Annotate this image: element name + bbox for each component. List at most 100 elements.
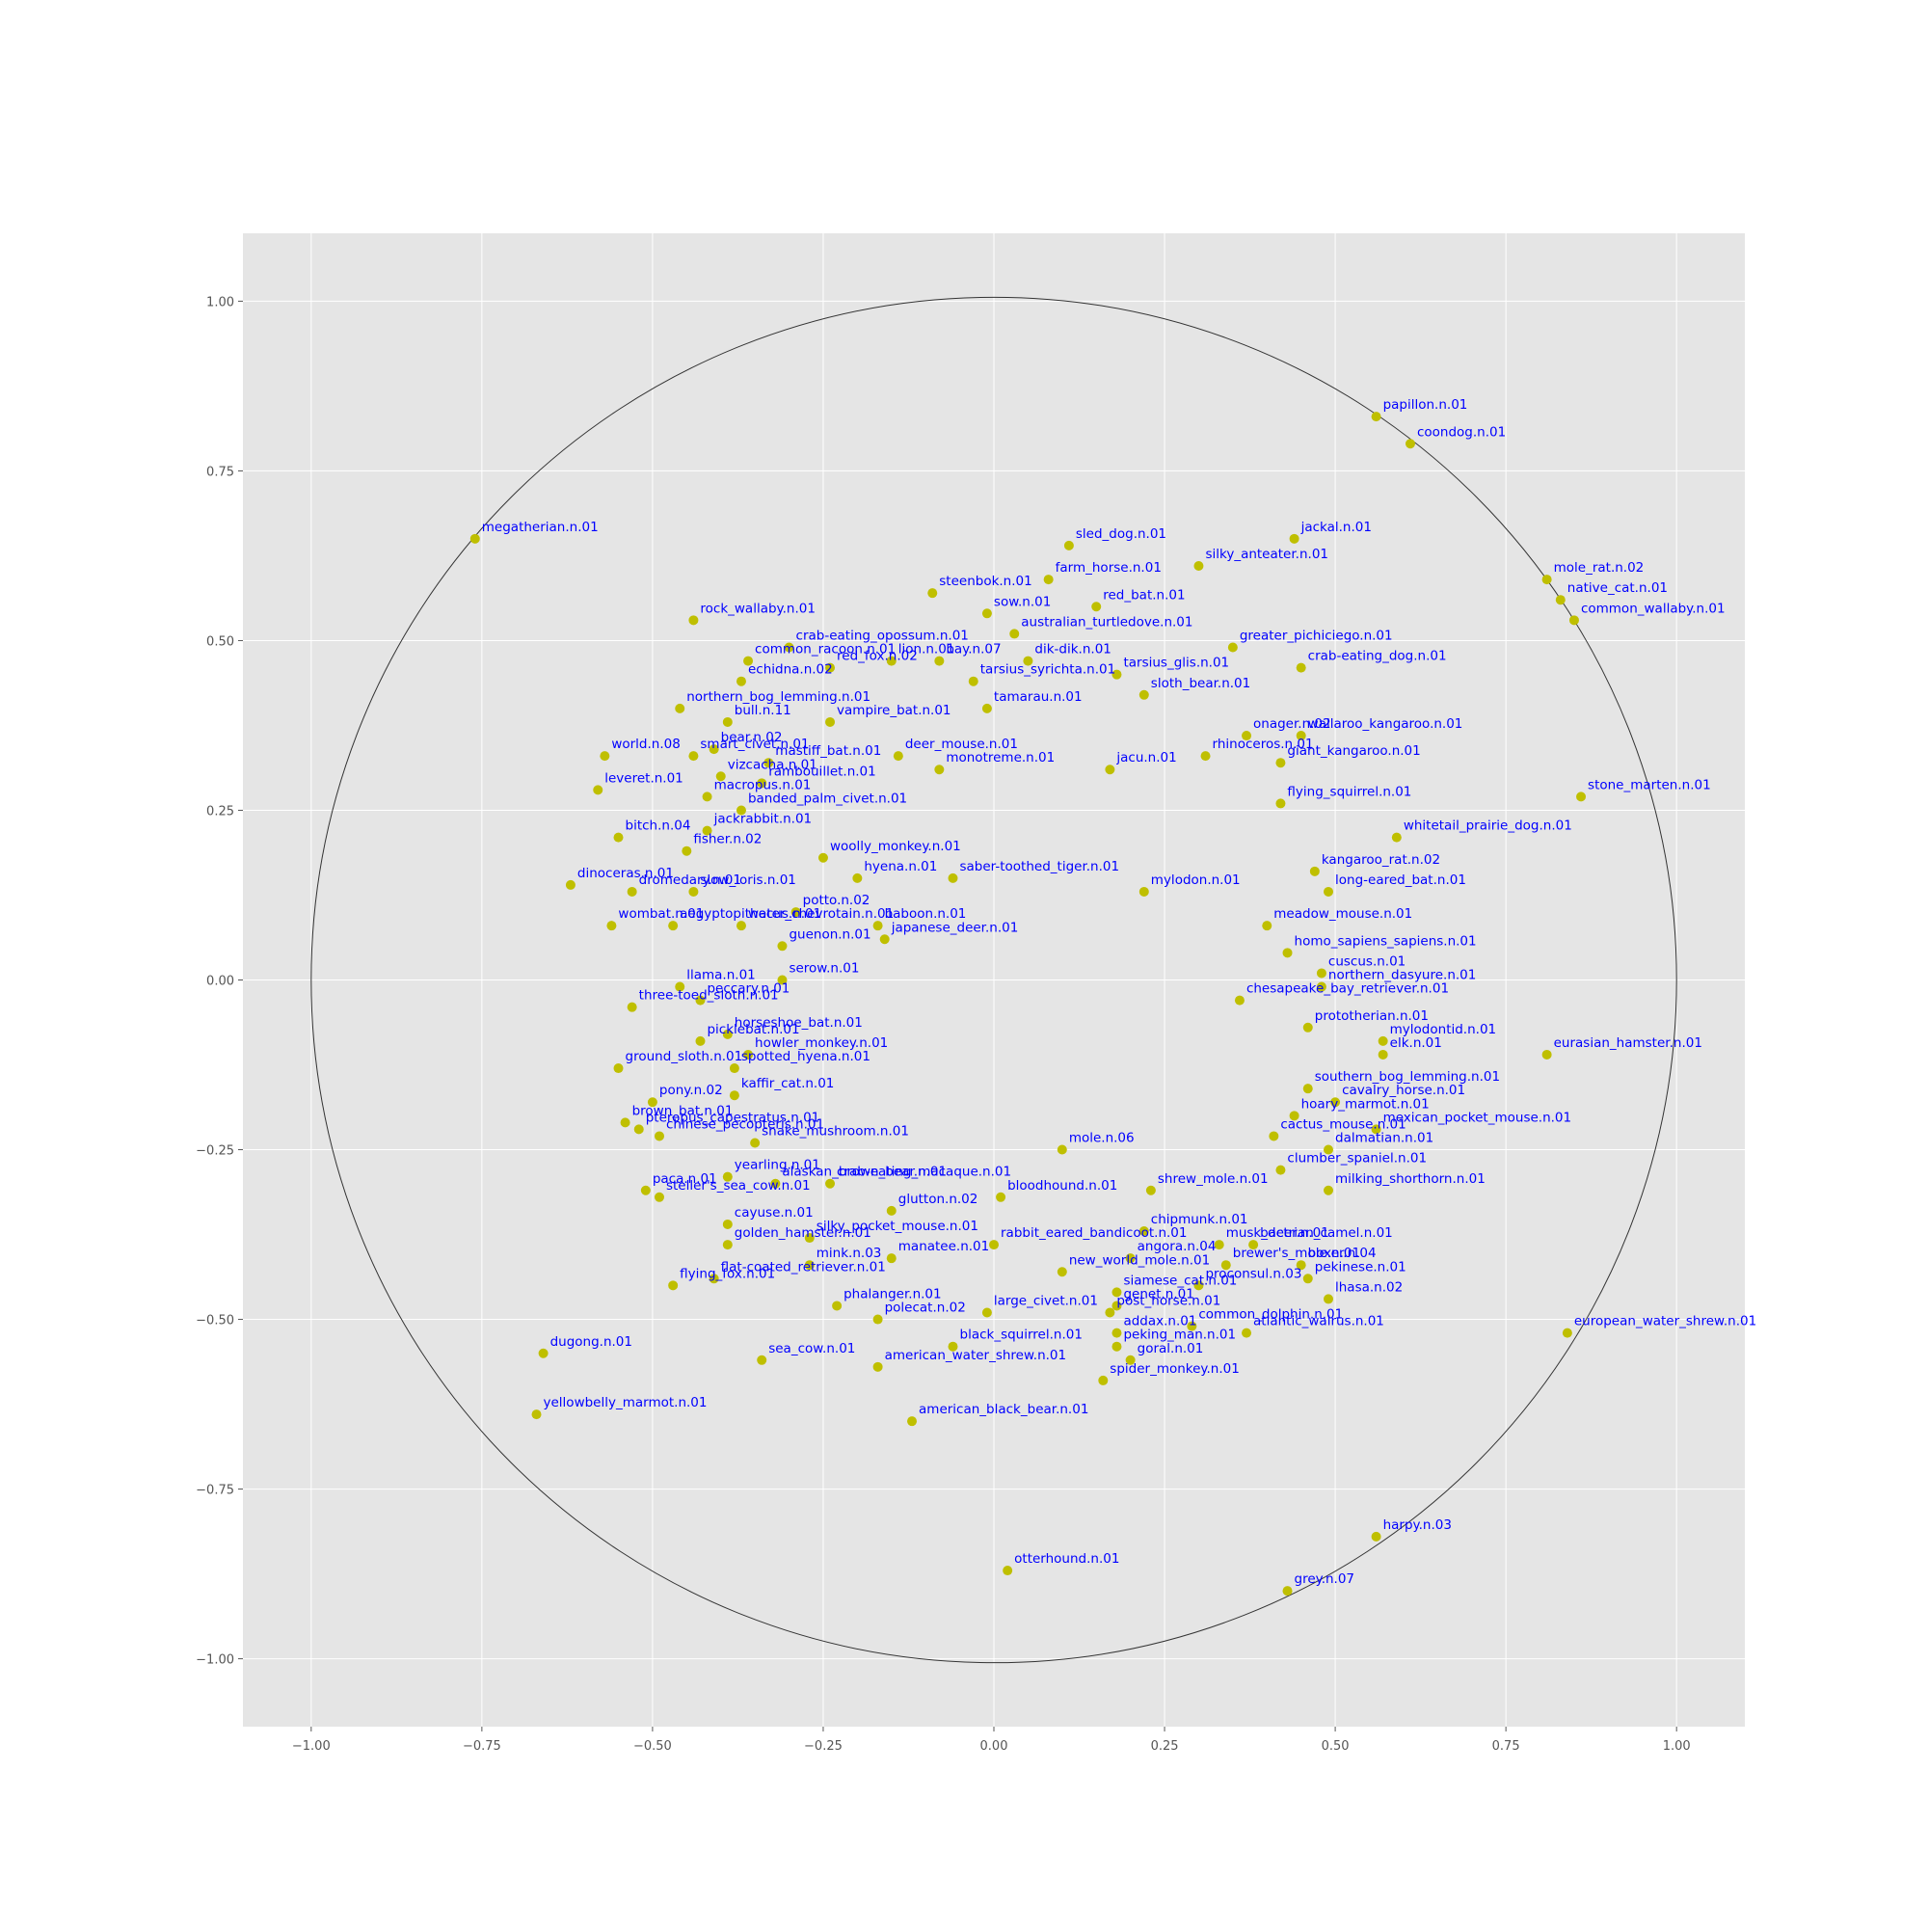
point-label-73: three-toed_sloth.n.01 (639, 988, 779, 1004)
point-126 (1193, 1280, 1204, 1291)
point-78 (722, 1029, 733, 1039)
point-104 (640, 1185, 651, 1195)
point-label-27: northern_bog_lemming.n.01 (686, 689, 870, 705)
y-tick-label-8: 1.00 (206, 295, 234, 309)
point-label-94: pteropus_capestratus.n.01 (646, 1110, 820, 1125)
point-label-108: milking_shorthorn.n.01 (1335, 1171, 1486, 1187)
point-84 (1541, 1049, 1552, 1060)
point-0 (1371, 412, 1381, 422)
unit-circle (310, 296, 1677, 1664)
point-label-79: picklebat.n.01 (707, 1022, 799, 1037)
point-38 (1200, 751, 1211, 762)
point-55 (948, 872, 958, 883)
point-label-109: cayuse.n.01 (735, 1205, 814, 1221)
point-100 (1275, 1165, 1286, 1175)
point-29 (825, 716, 836, 727)
point-label-121: mink.n.03 (817, 1246, 882, 1261)
point-label-37: deer_mouse.n.01 (905, 737, 1018, 752)
point-label-70: homo_sapiens_sapiens.n.01 (1295, 933, 1477, 949)
point-34 (709, 744, 719, 755)
point-146 (531, 1409, 542, 1420)
point-98 (1269, 1131, 1279, 1141)
point-label-17: crab-eating_dog.n.01 (1308, 649, 1447, 664)
point-label-126: proconsul.n.03 (1205, 1266, 1301, 1281)
point-label-44: monotreme.n.01 (946, 750, 1055, 765)
point-59 (1138, 886, 1149, 897)
point-10 (1043, 575, 1054, 585)
point-89 (1330, 1097, 1341, 1108)
point-label-100: clumber_spaniel.n.01 (1287, 1151, 1427, 1167)
point-131 (872, 1314, 883, 1325)
point-83 (1378, 1049, 1388, 1060)
point-145 (907, 1416, 918, 1427)
point-115 (1248, 1240, 1259, 1250)
y-tick-label-5: 0.25 (206, 804, 234, 818)
point-26 (1138, 689, 1149, 700)
point-17 (1296, 662, 1306, 673)
point-130 (832, 1301, 843, 1311)
point-86 (729, 1063, 739, 1074)
point-label-84: eurasian_hamster.n.01 (1554, 1035, 1702, 1051)
point-32 (1296, 731, 1306, 741)
point-77 (1234, 995, 1245, 1006)
point-70 (1282, 948, 1293, 958)
point-82 (1378, 1035, 1388, 1046)
data-points (469, 412, 1587, 1597)
point-81 (1302, 1022, 1313, 1033)
point-label-107: shrew_mole.n.01 (1158, 1171, 1269, 1187)
point-68 (879, 934, 890, 945)
point-80 (743, 1049, 754, 1060)
point-label-47: flying_squirrel.n.01 (1287, 784, 1411, 799)
point-101 (722, 1171, 733, 1182)
y-tick-label-0: −1.00 (196, 1653, 234, 1668)
point-label-10: farm_horse.n.01 (1056, 560, 1162, 576)
point-label-25: tarsius_syrichta.n.01 (980, 662, 1115, 678)
grid-lines (243, 233, 1745, 1727)
point-19 (1111, 669, 1122, 680)
point-label-146: yellowbelly_marmot.n.01 (544, 1395, 708, 1410)
point-label-45: jacu.n.01 (1115, 750, 1176, 765)
point-label-13: rock_wallaby.n.01 (700, 601, 816, 616)
point-label-149: grey.n.07 (1295, 1571, 1355, 1587)
point-label-83: elk.n.01 (1390, 1035, 1442, 1051)
point-142 (872, 1361, 883, 1372)
point-66 (777, 941, 788, 952)
point-label-75: cuscus.n.01 (1328, 953, 1406, 969)
point-label-51: fisher.n.02 (693, 832, 762, 847)
point-label-42: rambouillet.n.01 (768, 764, 876, 779)
point-label-54: hyena.n.01 (864, 859, 937, 874)
point-label-3: sled_dog.n.01 (1076, 526, 1166, 542)
point-labels: papillon.n.01 coondog.n.01 megatherian.n.0… (482, 397, 1756, 1587)
point-label-102: alaskan_brown_bear.n.01 (782, 1165, 947, 1180)
point-label-113: chipmunk.n.01 (1151, 1212, 1248, 1227)
point-label-96: snake_mushroom.n.01 (762, 1123, 909, 1139)
point-18 (934, 656, 945, 666)
point-57 (627, 886, 637, 897)
point-51 (682, 845, 692, 856)
point-123 (1057, 1267, 1067, 1277)
point-79 (695, 1035, 706, 1046)
point-label-81: prototherian.n.01 (1315, 1008, 1429, 1024)
point-label-111: silky_pocket_mouse.n.01 (817, 1219, 978, 1234)
point-label-145: american_black_bear.n.01 (919, 1402, 1088, 1417)
point-91 (620, 1117, 630, 1128)
point-label-53: woolly_monkey.n.01 (830, 839, 961, 854)
point-label-56: dinoceras.n.01 (577, 866, 674, 881)
y-tick-label-2: −0.50 (196, 1314, 234, 1328)
point-label-69: meadow_mouse.n.01 (1273, 906, 1412, 922)
point-107 (1145, 1185, 1156, 1195)
point-label-31: onager.n.02 (1253, 716, 1331, 732)
point-116 (722, 1240, 733, 1250)
point-12 (981, 608, 992, 619)
y-axis-ticks: −1.00 −0.75 −0.50 −0.25 0.00 0.25 0.50 0.75 1.00 (196, 295, 243, 1668)
point-label-97: mole.n.06 (1069, 1131, 1135, 1146)
point-3 (1063, 540, 1074, 550)
point-label-119: boxer.n.04 (1308, 1246, 1377, 1261)
point-35 (688, 751, 699, 762)
point-93 (1371, 1124, 1381, 1135)
point-148 (1003, 1566, 1013, 1576)
point-136 (1111, 1328, 1122, 1338)
point-37 (893, 751, 903, 762)
point-88 (1302, 1084, 1313, 1094)
y-tick-label-3: −0.25 (196, 1144, 234, 1159)
